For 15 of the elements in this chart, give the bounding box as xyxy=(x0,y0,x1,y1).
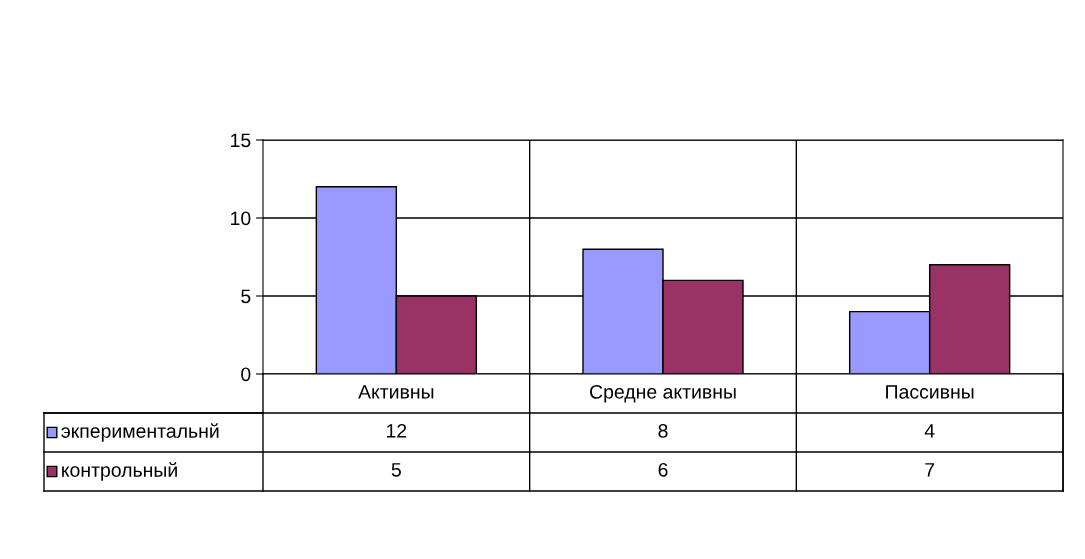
data-label: 5 xyxy=(391,463,401,477)
data-label: 7 xyxy=(925,463,935,477)
y-tick-label: 5 xyxy=(241,289,251,304)
legend-label: контрольный xyxy=(62,462,177,481)
data-label: 4 xyxy=(924,424,935,438)
x-tick-label: Активны xyxy=(358,385,434,399)
data-label: 12 xyxy=(387,423,407,438)
x-tick-label: Пассивны xyxy=(886,385,974,399)
data-label: 6 xyxy=(658,462,668,477)
x-tick-label: Средне активны xyxy=(590,384,736,403)
data-label: 8 xyxy=(658,423,668,438)
y-tick-label: 10 xyxy=(231,211,251,226)
y-tick-label: 15 xyxy=(231,133,251,148)
legend-label: экпериментальнй xyxy=(61,423,219,442)
y-tick-label: 0 xyxy=(241,367,251,382)
